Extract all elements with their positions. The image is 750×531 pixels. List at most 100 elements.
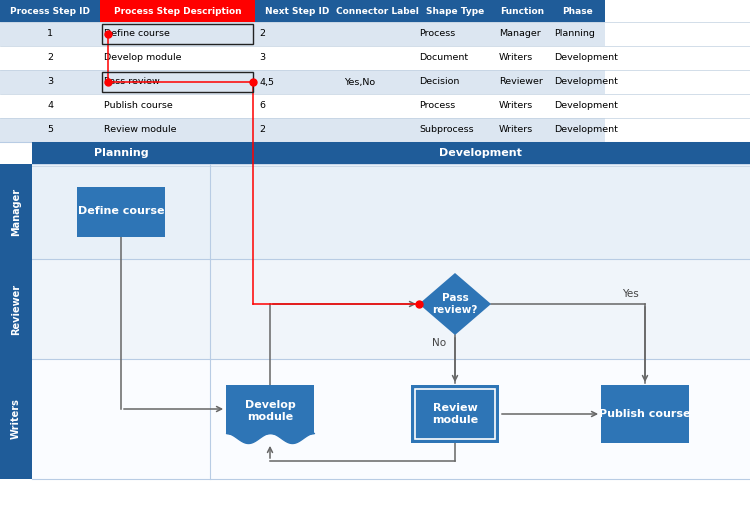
- Bar: [550, 46, 605, 70]
- Bar: [550, 0, 605, 22]
- Text: Review
module: Review module: [432, 403, 478, 425]
- Text: Development: Development: [554, 78, 618, 87]
- Text: Writers: Writers: [499, 54, 533, 63]
- Bar: [100, 22, 255, 46]
- Bar: [495, 94, 550, 118]
- Bar: [255, 46, 340, 70]
- Text: Pass review: Pass review: [104, 78, 160, 87]
- Text: Shape Type: Shape Type: [426, 6, 484, 15]
- Bar: [495, 70, 550, 94]
- Text: Reviewer: Reviewer: [11, 284, 21, 335]
- Text: Process: Process: [419, 101, 455, 110]
- Text: Review module: Review module: [104, 125, 176, 134]
- Bar: [255, 118, 340, 142]
- Bar: [415, 389, 495, 439]
- Bar: [226, 385, 314, 433]
- Text: Next Step ID: Next Step ID: [266, 6, 330, 15]
- Bar: [0, 359, 32, 479]
- Bar: [32, 142, 210, 164]
- Bar: [100, 0, 255, 22]
- Bar: [255, 22, 340, 46]
- Bar: [100, 70, 255, 94]
- Text: Phase: Phase: [562, 6, 592, 15]
- Text: Development: Development: [439, 148, 521, 158]
- Bar: [0, 259, 32, 359]
- Bar: [0, 22, 100, 46]
- Bar: [411, 385, 499, 443]
- Text: Development: Development: [554, 101, 618, 110]
- Bar: [495, 118, 550, 142]
- Text: Function: Function: [500, 6, 544, 15]
- Text: Define course: Define course: [78, 207, 164, 217]
- Bar: [415, 94, 495, 118]
- Bar: [340, 94, 415, 118]
- Bar: [550, 118, 605, 142]
- Bar: [340, 0, 415, 22]
- Text: 1: 1: [47, 30, 53, 39]
- Bar: [255, 94, 340, 118]
- Text: Manager: Manager: [11, 187, 21, 236]
- Text: Define course: Define course: [104, 30, 170, 39]
- Bar: [0, 70, 100, 94]
- Bar: [495, 0, 550, 22]
- Text: Reviewer: Reviewer: [499, 78, 543, 87]
- Bar: [255, 70, 340, 94]
- Polygon shape: [419, 273, 491, 335]
- Text: 4: 4: [47, 101, 53, 110]
- Bar: [415, 0, 495, 22]
- Text: Connector Label: Connector Label: [336, 6, 419, 15]
- Bar: [255, 0, 340, 22]
- Bar: [550, 94, 605, 118]
- Text: Manager: Manager: [499, 30, 541, 39]
- Bar: [0, 118, 100, 142]
- Text: Yes,No: Yes,No: [344, 78, 375, 87]
- Text: 4,5: 4,5: [259, 78, 274, 87]
- Text: Writers: Writers: [11, 399, 21, 440]
- Bar: [550, 70, 605, 94]
- Text: Publish course: Publish course: [599, 409, 691, 419]
- Bar: [77, 186, 165, 236]
- Bar: [340, 70, 415, 94]
- Text: 2: 2: [47, 54, 53, 63]
- Bar: [0, 46, 100, 70]
- Text: Planning: Planning: [554, 30, 595, 39]
- Text: Develop
module: Develop module: [244, 400, 296, 422]
- Text: Planning: Planning: [94, 148, 148, 158]
- Text: 2: 2: [259, 125, 265, 134]
- Bar: [340, 46, 415, 70]
- Bar: [100, 94, 255, 118]
- Text: Pass
review?: Pass review?: [432, 293, 478, 315]
- Text: Develop module: Develop module: [104, 54, 182, 63]
- Text: 3: 3: [47, 78, 53, 87]
- Bar: [0, 94, 100, 118]
- Bar: [102, 72, 253, 92]
- Text: Process Step ID: Process Step ID: [10, 6, 90, 15]
- Bar: [32, 164, 750, 259]
- Text: Document: Document: [419, 54, 468, 63]
- Bar: [415, 118, 495, 142]
- Bar: [0, 164, 32, 259]
- Text: Publish course: Publish course: [104, 101, 172, 110]
- Text: No: No: [432, 338, 446, 348]
- Text: Writers: Writers: [499, 101, 533, 110]
- Text: Writers: Writers: [499, 125, 533, 134]
- Bar: [340, 22, 415, 46]
- Text: Process: Process: [419, 30, 455, 39]
- Bar: [340, 118, 415, 142]
- Text: 6: 6: [259, 101, 265, 110]
- Bar: [495, 46, 550, 70]
- Bar: [0, 0, 100, 22]
- Text: Process Step Description: Process Step Description: [114, 6, 242, 15]
- Text: Development: Development: [554, 54, 618, 63]
- Text: Yes: Yes: [622, 289, 638, 299]
- Bar: [415, 22, 495, 46]
- Bar: [100, 46, 255, 70]
- Text: Decision: Decision: [419, 78, 459, 87]
- Bar: [601, 385, 689, 443]
- Bar: [495, 22, 550, 46]
- Bar: [102, 24, 253, 44]
- Text: 2: 2: [259, 30, 265, 39]
- Text: 3: 3: [259, 54, 266, 63]
- Bar: [32, 259, 750, 359]
- Bar: [550, 22, 605, 46]
